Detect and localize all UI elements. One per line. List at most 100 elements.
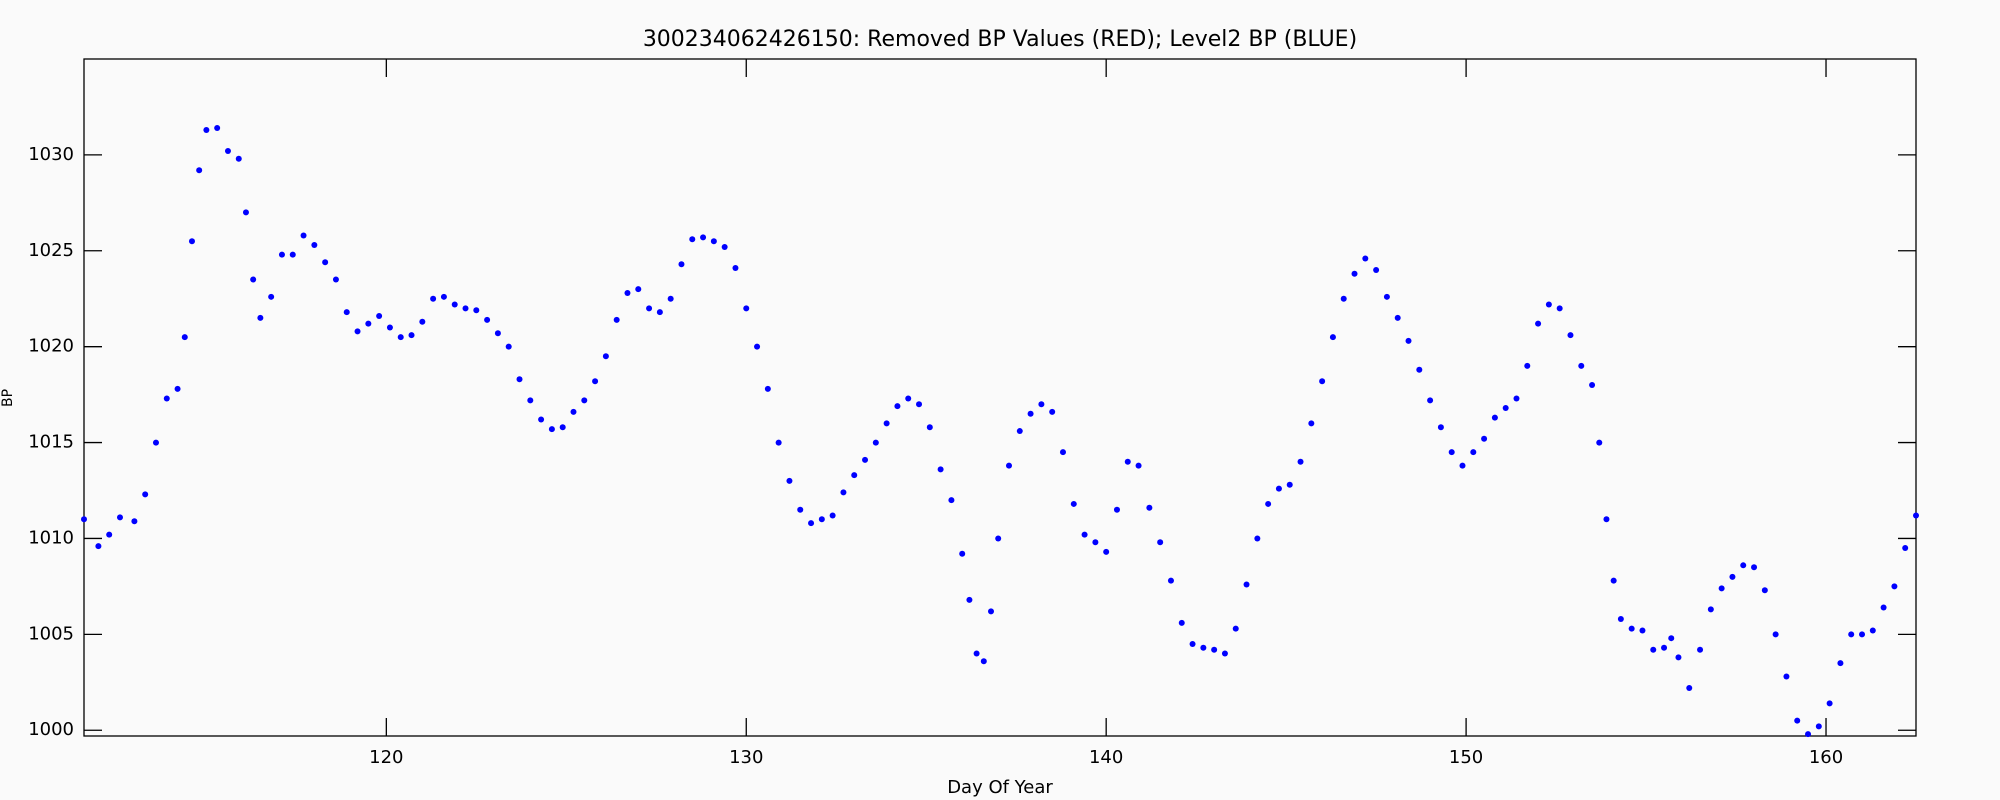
data-point <box>1628 625 1635 632</box>
data-point <box>1103 548 1110 555</box>
data-point <box>1254 535 1261 542</box>
data-point <box>451 301 458 308</box>
data-point <box>1157 539 1164 546</box>
data-point <box>1610 577 1617 584</box>
data-point <box>1668 635 1675 642</box>
x-tick-label: 130 <box>729 747 763 768</box>
data-point <box>188 238 195 245</box>
data-point <box>473 307 480 314</box>
data-point <box>1329 334 1336 341</box>
data-point <box>1880 604 1887 611</box>
data-point <box>1869 627 1876 634</box>
data-point <box>1513 395 1520 402</box>
y-tick-label: 1010 <box>28 527 74 548</box>
data-point <box>754 343 761 350</box>
data-point <box>635 286 642 293</box>
data-point <box>1740 562 1747 569</box>
data-point <box>1661 644 1668 651</box>
data-point <box>966 596 973 603</box>
data-point <box>1070 500 1077 507</box>
data-point <box>1675 654 1682 661</box>
data-point <box>872 439 879 446</box>
data-point <box>1596 439 1603 446</box>
data-point <box>1394 314 1401 321</box>
data-point <box>1707 606 1714 613</box>
data-point <box>710 238 717 245</box>
data-point <box>689 236 696 243</box>
data-point <box>613 316 620 323</box>
y-tick-label: 1025 <box>28 240 74 261</box>
data-point <box>1200 644 1207 651</box>
data-point <box>289 251 296 258</box>
data-point <box>559 424 566 431</box>
data-point <box>1535 320 1542 327</box>
data-point <box>818 516 825 523</box>
data-point <box>250 276 257 283</box>
x-tick-label: 150 <box>1449 747 1483 768</box>
data-point <box>278 251 285 258</box>
data-point <box>1351 270 1358 277</box>
y-tick-label: 1020 <box>28 336 74 357</box>
data-point <box>1891 583 1898 590</box>
data-point <box>516 376 523 383</box>
data-point <box>538 416 545 423</box>
data-point <box>1502 405 1509 412</box>
data-point <box>1859 631 1866 638</box>
data-point <box>1578 362 1585 369</box>
data-point <box>1059 449 1066 456</box>
data-point <box>386 324 393 331</box>
data-point <box>1275 485 1282 492</box>
data-point <box>1027 410 1034 417</box>
data-point <box>786 477 793 484</box>
data-point <box>1524 362 1531 369</box>
data-point <box>300 232 307 239</box>
data-point <box>721 243 728 250</box>
data-point <box>1243 581 1250 588</box>
y-tick-label: 1030 <box>28 144 74 165</box>
data-point <box>95 543 102 550</box>
data-point <box>916 401 923 408</box>
data-point <box>235 155 242 162</box>
data-point <box>224 148 231 155</box>
data-point <box>1913 512 1919 519</box>
data-point <box>1729 573 1736 580</box>
data-point <box>1761 587 1768 594</box>
data-point <box>1639 627 1646 634</box>
data-point <box>1603 516 1610 523</box>
data-point <box>494 330 501 337</box>
data-point <box>995 535 1002 542</box>
data-point <box>311 242 318 249</box>
data-point <box>1772 631 1779 638</box>
data-point <box>1567 332 1574 339</box>
data-point <box>106 531 113 538</box>
data-point <box>116 514 123 521</box>
data-point <box>602 353 609 360</box>
data-point <box>581 397 588 404</box>
data-point <box>570 408 577 415</box>
data-point <box>1211 646 1218 653</box>
data-point <box>1617 616 1624 623</box>
data-point <box>142 491 149 498</box>
data-point <box>527 397 534 404</box>
data-point <box>926 424 933 431</box>
x-tick-label: 140 <box>1089 747 1123 768</box>
data-point <box>1265 500 1272 507</box>
data-point <box>1340 295 1347 302</box>
data-point <box>1470 449 1477 456</box>
data-point <box>743 305 750 312</box>
data-point <box>1005 462 1012 469</box>
data-point <box>1448 449 1455 456</box>
data-point <box>883 420 890 427</box>
data-point <box>505 343 512 350</box>
data-point <box>1016 428 1023 435</box>
data-point <box>1178 619 1185 626</box>
data-point <box>1373 266 1380 273</box>
data-point <box>1167 577 1174 584</box>
data-point <box>242 209 249 216</box>
data-point <box>646 305 653 312</box>
data-point <box>419 318 426 325</box>
data-point <box>797 506 804 513</box>
data-point <box>700 234 707 241</box>
data-point <box>592 378 599 385</box>
